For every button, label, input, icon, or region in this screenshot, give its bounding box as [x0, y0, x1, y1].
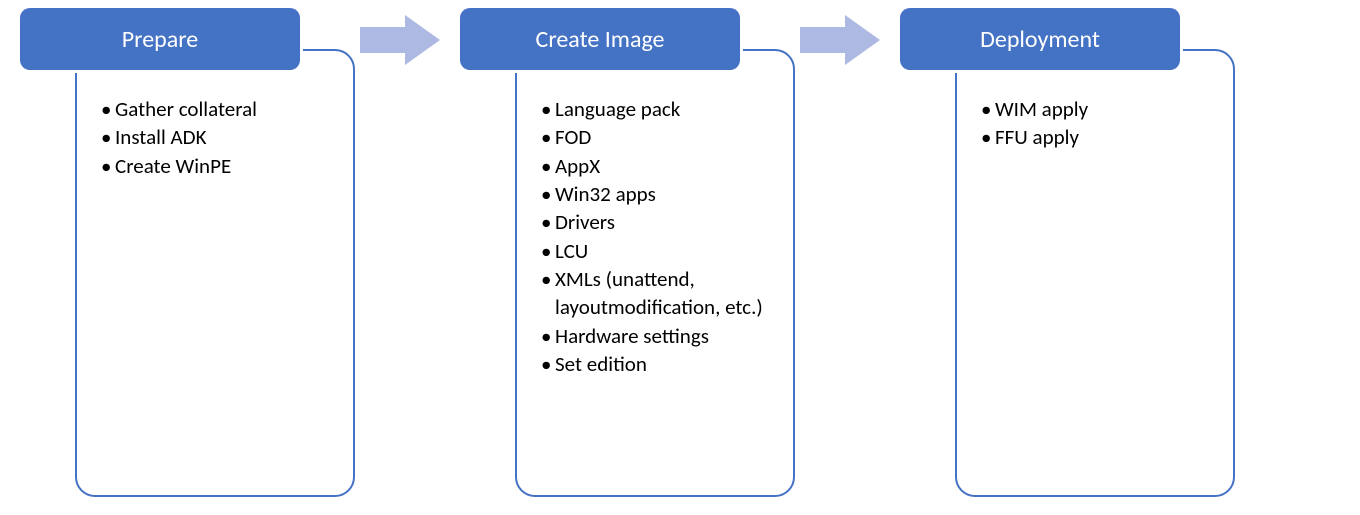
list-item: Install ADK [101, 123, 333, 151]
stage-prepare-list: Gather collateral Install ADK Create Win… [101, 95, 333, 180]
list-item: LCU [541, 237, 773, 265]
arrow-icon [360, 15, 440, 65]
list-item: Hardware settings [541, 322, 773, 350]
stage-prepare-title: Prepare [122, 25, 199, 54]
stage-prepare-body: Gather collateral Install ADK Create Win… [75, 49, 355, 497]
list-item: FOD [541, 123, 773, 151]
stage-create-image-header: Create Image [460, 8, 740, 70]
list-item: Create WinPE [101, 152, 333, 180]
stage-deployment-header: Deployment [900, 8, 1180, 70]
stage-create-image-body: Language pack FOD AppX Win32 apps Driver… [515, 49, 795, 497]
stage-deployment-list: WIM apply FFU apply [981, 95, 1213, 152]
stage-deployment-body: WIM apply FFU apply [955, 49, 1235, 497]
list-item: Gather collateral [101, 95, 333, 123]
list-item: Set edition [541, 350, 773, 378]
list-item: WIM apply [981, 95, 1213, 123]
stage-prepare-header: Prepare [20, 8, 300, 70]
list-item: FFU apply [981, 123, 1213, 151]
list-item: XMLs (unattend, layoutmodification, etc.… [541, 265, 773, 322]
arrow-icon [800, 15, 880, 65]
list-item: Drivers [541, 208, 773, 236]
list-item: AppX [541, 152, 773, 180]
list-item: Win32 apps [541, 180, 773, 208]
list-item: Language pack [541, 95, 773, 123]
stage-create-image-list: Language pack FOD AppX Win32 apps Driver… [541, 95, 773, 378]
stage-create-image-title: Create Image [536, 25, 665, 54]
stage-deployment-title: Deployment [980, 25, 1100, 54]
